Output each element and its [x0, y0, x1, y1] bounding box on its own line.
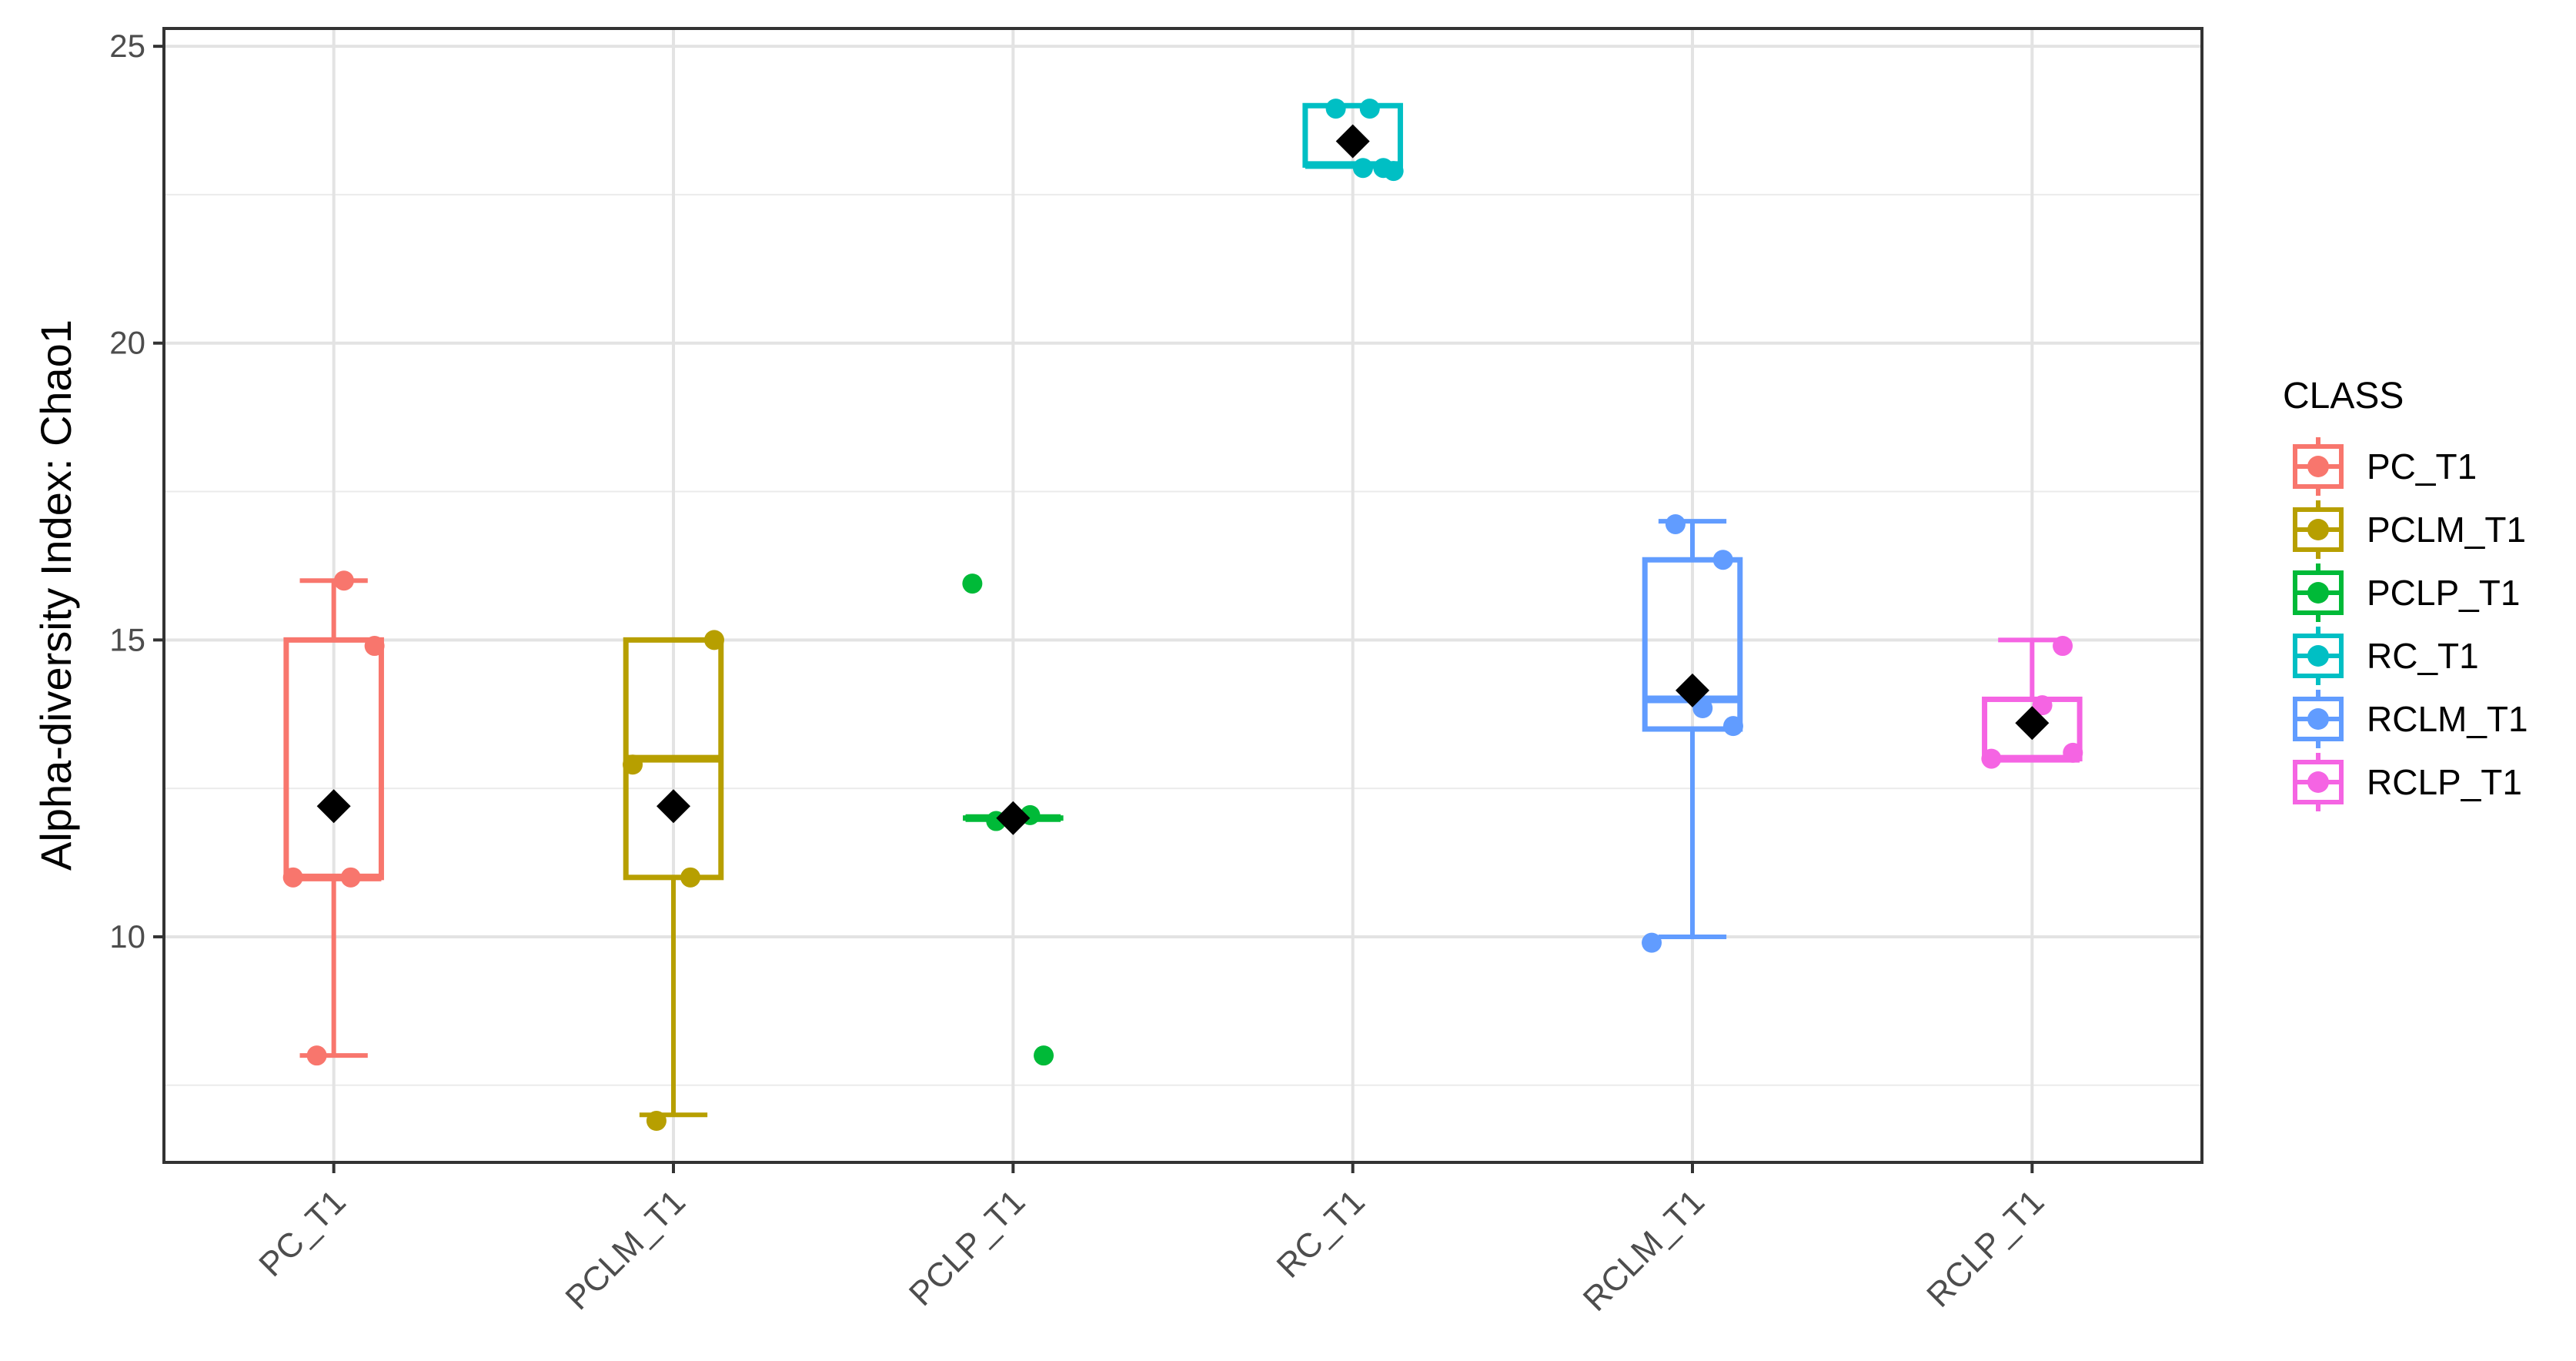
- legend-item-RCLP_T1: RCLP_T1: [2295, 753, 2522, 811]
- legend-key-point: [2307, 645, 2329, 667]
- data-point: [2053, 636, 2073, 656]
- legend-label: PCLP_T1: [2367, 573, 2520, 613]
- data-point: [1723, 716, 1743, 736]
- legend-item-PC_T1: PC_T1: [2295, 437, 2477, 496]
- legend-key-point: [2307, 771, 2329, 793]
- plot-panel: [164, 28, 2202, 1162]
- legend-key-point: [2307, 708, 2329, 730]
- data-point: [1666, 514, 1686, 534]
- data-point: [647, 1111, 667, 1131]
- x-tick-label: PCLP_T1: [902, 1182, 1033, 1313]
- legend-key-point: [2307, 582, 2329, 604]
- data-point: [1353, 158, 1373, 178]
- data-point: [1981, 749, 2001, 769]
- legend-key-point: [2307, 456, 2329, 477]
- y-tick-label: 15: [109, 621, 145, 657]
- data-point: [623, 754, 643, 774]
- legend-label: PC_T1: [2367, 446, 2477, 487]
- legend-label: RC_T1: [2367, 636, 2479, 676]
- y-tick-label: 10: [109, 918, 145, 955]
- data-point: [307, 1045, 327, 1065]
- y-tick-label: 20: [109, 325, 145, 361]
- data-point: [704, 630, 724, 650]
- data-point: [962, 573, 982, 594]
- data-point: [680, 868, 700, 888]
- data-point: [1384, 161, 1404, 181]
- legend-label: PCLM_T1: [2367, 510, 2526, 550]
- data-point: [1642, 933, 1662, 953]
- data-point: [365, 636, 385, 656]
- legend-label: RCLP_T1: [2367, 762, 2522, 802]
- legend-item-RCLM_T1: RCLM_T1: [2295, 690, 2528, 748]
- data-point: [1360, 99, 1380, 119]
- x-tick-label: PC_T1: [252, 1182, 352, 1283]
- legend-key-point: [2307, 519, 2329, 540]
- data-point: [2063, 743, 2083, 763]
- x-tick-label: PCLM_T1: [558, 1182, 693, 1317]
- legend-item-RC_T1: RC_T1: [2295, 627, 2479, 685]
- x-tick-label: RC_T1: [1270, 1182, 1372, 1285]
- data-point: [1034, 1045, 1054, 1065]
- data-point: [334, 570, 354, 590]
- x-tick-label: RCLM_T1: [1576, 1182, 1712, 1318]
- y-tick-label: 25: [109, 28, 145, 64]
- data-point: [1326, 99, 1346, 119]
- legend-item-PCLP_T1: PCLP_T1: [2295, 563, 2520, 622]
- data-point: [1713, 550, 1733, 570]
- legend-label: RCLM_T1: [2367, 699, 2528, 739]
- legend-title: CLASS: [2283, 376, 2404, 416]
- data-point: [283, 868, 303, 888]
- data-point: [341, 868, 361, 888]
- x-tick-label: RCLP_T1: [1919, 1182, 2051, 1314]
- y-axis-label: Alpha-diversity Index: Chao1: [32, 319, 80, 871]
- legend-item-PCLM_T1: PCLM_T1: [2295, 500, 2526, 559]
